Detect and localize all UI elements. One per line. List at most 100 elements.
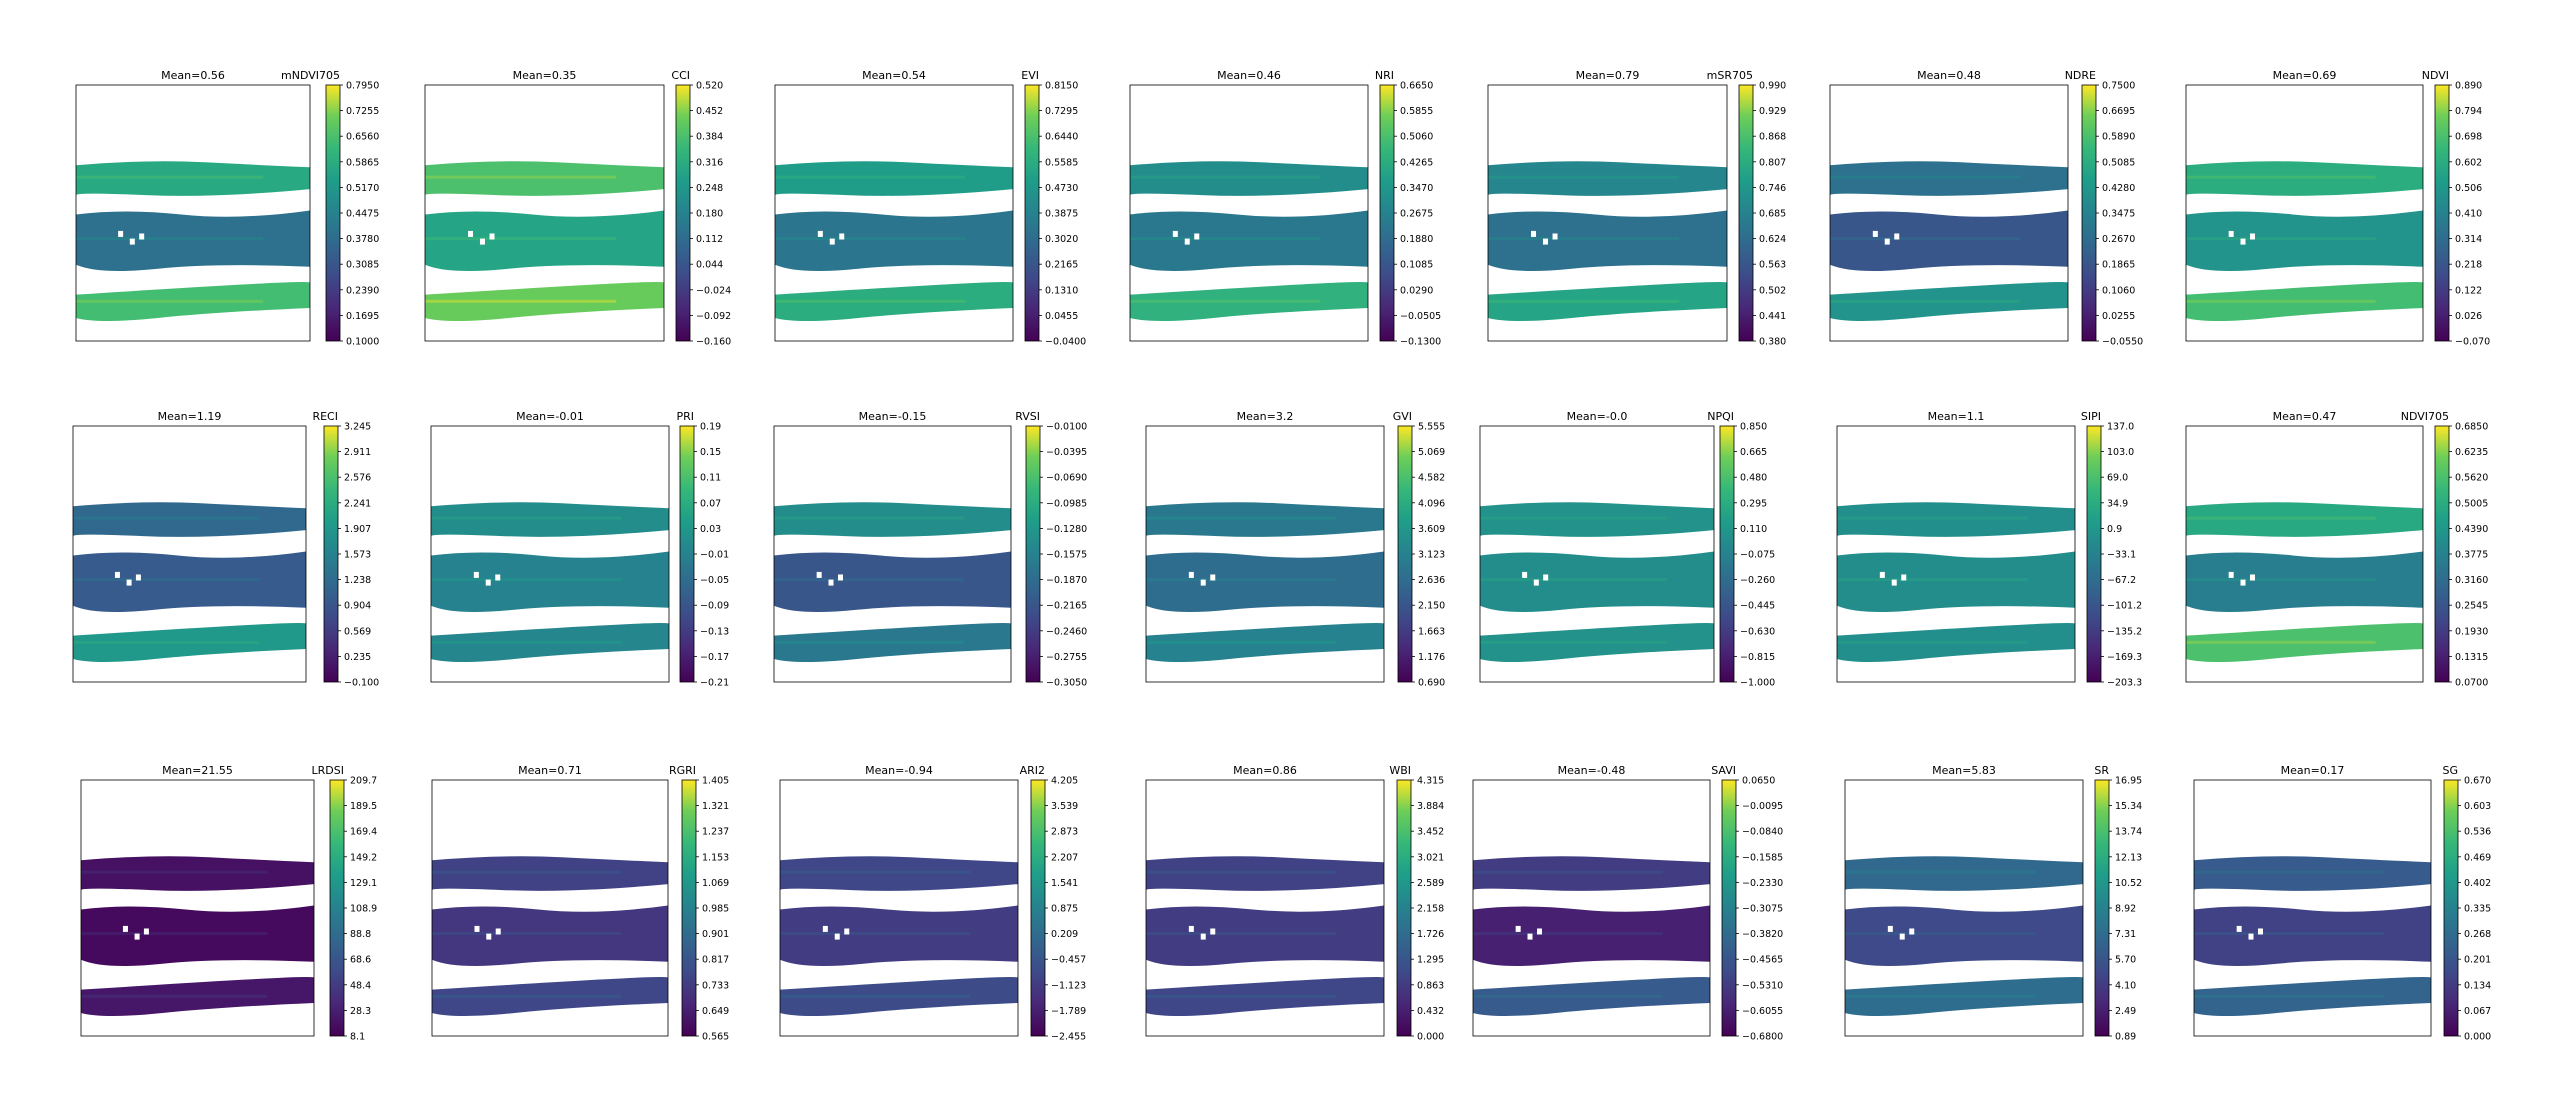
colorbar-tick-label: 0.11	[700, 473, 721, 484]
field-band	[775, 299, 966, 303]
gap-1	[1527, 933, 1533, 940]
field-band	[425, 175, 617, 179]
field-band	[774, 578, 964, 582]
gap-2	[495, 574, 501, 581]
colorbar-tick-label: 0.000	[2464, 1032, 2491, 1043]
colorbar-tick-label: 1.907	[344, 524, 371, 535]
colorbar-tick-label: 0.506	[2455, 183, 2482, 194]
colorbar-tick-label: −0.21	[700, 678, 729, 689]
colorbar-tick-label: 0.89	[2115, 1032, 2136, 1043]
colorbar-tick-label: 0.432	[1417, 1006, 1444, 1017]
field-strip-1	[1146, 905, 1384, 967]
colorbar-tick-label: 0.520	[696, 81, 723, 92]
colorbar-tick-label: −0.0550	[2102, 337, 2143, 348]
colorbar-tick-label: −0.160	[696, 337, 731, 348]
colorbar-tick-label: 0.026	[2455, 311, 2482, 322]
colorbar-tick-label: 0.6440	[1045, 132, 1078, 143]
colorbar-tick-label: 1.069	[702, 878, 729, 889]
colorbar-label: NDRE	[2065, 69, 2096, 82]
field-band	[1473, 870, 1663, 874]
gap-0	[1515, 925, 1521, 932]
colorbar-tick-label: 4.582	[1418, 473, 1445, 484]
colorbar-tick-label: 0.134	[2464, 980, 2491, 991]
field-strip-0	[1830, 161, 2068, 196]
colorbar-tick-label: −0.0505	[1400, 311, 1441, 322]
colorbar-tick-label: 5.70	[2115, 955, 2136, 966]
field-strip-1	[2186, 551, 2423, 613]
gap-1	[1184, 238, 1190, 245]
gap-0	[2228, 571, 2234, 578]
colorbar-tick-label: −0.075	[1740, 550, 1775, 561]
colorbar-tick-label: 0.4730	[1045, 183, 1078, 194]
gap-0	[1887, 925, 1893, 932]
gap-1	[126, 579, 132, 586]
colorbar-tick-label: 209.7	[350, 776, 377, 787]
panel-RVSI: Mean=-0.15 RVSI −0.0100 −0.0395 −0.0690 −0.09…	[773, 410, 1087, 689]
panel-title: Mean=0.86	[1233, 764, 1297, 777]
colorbar-tick-label: 0.602	[2455, 157, 2482, 168]
colorbar-tick-label: 0.7255	[346, 106, 379, 117]
field-strip-1	[1480, 551, 1714, 613]
panel-title: Mean=3.2	[1237, 410, 1294, 423]
panel-title: Mean=-0.48	[1558, 764, 1626, 777]
colorbar-tick-label: 16.95	[2115, 776, 2142, 787]
colorbar-tick-label: 0.235	[344, 652, 371, 663]
colorbar-tick-label: 2.589	[1417, 878, 1444, 889]
colorbar	[324, 426, 338, 682]
gap-2	[2257, 928, 2263, 935]
colorbar-tick-label: 0.4390	[2455, 524, 2488, 535]
colorbar-tick-label: 0.6650	[1400, 81, 1433, 92]
colorbar-tick-label: 1.321	[702, 801, 729, 812]
colorbar	[1031, 780, 1045, 1036]
gap-1	[1884, 238, 1890, 245]
colorbar-tick-label: 0.817	[702, 955, 729, 966]
colorbar-tick-label: 1.238	[344, 575, 371, 586]
field-band	[2186, 237, 2376, 241]
gap-2	[844, 928, 850, 935]
colorbar	[330, 780, 344, 1036]
colorbar-tick-label: 0.5585	[1045, 157, 1078, 168]
colorbar-tick-label: −0.457	[1051, 955, 1086, 966]
colorbar-tick-label: 0.0700	[2455, 678, 2488, 689]
colorbar-tick-label: 129.1	[350, 878, 377, 889]
panel-ARI2: Mean=-0.94 ARI2 4.205 3.539 2.873 2.207 1.541 0…	[779, 764, 1086, 1043]
colorbar-tick-label: −0.3820	[1742, 929, 1783, 940]
field-strip-1	[2186, 210, 2423, 272]
field-strip-0	[775, 161, 1013, 196]
gap-2	[1194, 233, 1200, 240]
field-strip-2	[774, 623, 1011, 662]
colorbar-tick-label: 2.158	[1417, 904, 1444, 915]
colorbar-tick-label: 12.13	[2115, 852, 2142, 863]
colorbar-tick-label: 0.5620	[2455, 473, 2488, 484]
colorbar-tick-label: 0.1085	[1400, 260, 1433, 271]
gap-0	[2236, 925, 2242, 932]
colorbar-tick-label: −0.5310	[1742, 980, 1783, 991]
colorbar-label: ARI2	[1020, 764, 1045, 777]
colorbar-tick-label: 0.3775	[2455, 550, 2488, 561]
panel-mSR705: Mean=0.79 mSR705 0.990 0.929 0.868 0.807 0.746…	[1487, 69, 1786, 348]
colorbar-tick-label: 69.0	[2107, 473, 2128, 484]
field-band	[425, 299, 617, 303]
colorbar-tick-label: 0.5005	[2455, 498, 2488, 509]
gap-2	[2249, 233, 2255, 240]
colorbar-tick-label: −0.070	[2455, 337, 2490, 348]
colorbar-tick-label: 8.92	[2115, 904, 2136, 915]
field-band	[1480, 516, 1668, 520]
field-strip-0	[1845, 856, 2083, 891]
panel-SAVI: Mean=-0.48 SAVI 0.0650 −0.0095 −0.0840 −0.158…	[1472, 764, 1783, 1043]
colorbar-tick-label: 1.573	[344, 550, 371, 561]
colorbar-label: WBI	[1389, 764, 1411, 777]
colorbar-tick-label: 0.563	[1759, 260, 1786, 271]
panel-CCI: Mean=0.35 CCI 0.520 0.452 0.384 0.316 0.248 0.1…	[424, 69, 731, 348]
field-band	[76, 299, 264, 303]
gap-0	[1172, 230, 1178, 237]
colorbar-tick-label: 28.3	[350, 1006, 371, 1017]
plot-frame	[75, 84, 311, 342]
field-band	[425, 237, 617, 241]
colorbar-tick-label: 4.205	[1051, 776, 1078, 787]
colorbar-tick-label: 0.8150	[1045, 81, 1078, 92]
gap-0	[816, 571, 822, 578]
field-strip-2	[1837, 623, 2075, 662]
gap-2	[1210, 574, 1216, 581]
colorbar-tick-label: 0.314	[2455, 234, 2482, 245]
